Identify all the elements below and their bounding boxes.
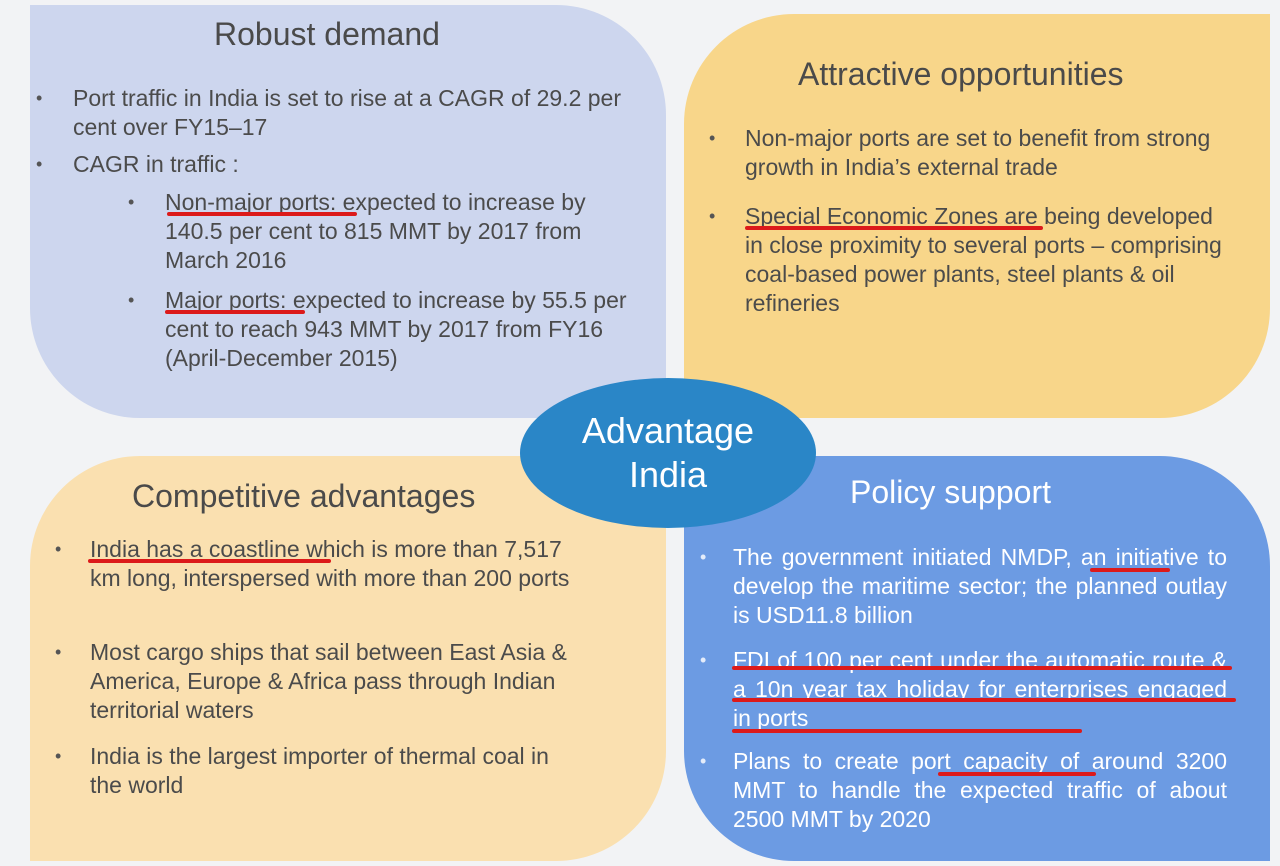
bullet-icon: • [709,128,716,148]
center-label-line-1: Advantage [581,410,755,451]
attract-item-2-lead: Special Economic Zones [745,203,999,229]
compet-item-1: India has a coastline which is more than… [90,535,575,593]
robust-item-1: Port traffic in India is set to rise at … [73,85,621,140]
bullet-icon: • [709,206,716,226]
attract-item-1-rest: Non-major ports are set to benefit from … [745,125,1211,180]
attract-item-2: Special Economic Zones are being develop… [745,202,1225,318]
policy-support-title: Policy support [850,474,1051,510]
attractive-opportunities-panel [684,14,1270,418]
bullet-icon: • [36,154,43,174]
bullet-icon: • [700,650,707,670]
robust-subitem-2: Major ports: expected to increase by 55.… [165,286,645,373]
red-underline-annotation [167,212,357,216]
center-label-line-2: India [628,454,708,495]
compet-item-2-rest: Most cargo ships that sail between East … [90,639,567,723]
bullet-icon: • [700,547,707,567]
attract-item-1: Non-major ports are set to benefit from … [745,124,1225,182]
red-underline-annotation [732,698,1236,702]
robust-subitem-2-lead: Major ports [165,287,281,313]
compet-item-3-rest: India is the largest importer of thermal… [90,743,549,798]
robust-subitem-1-lead: Non-major ports [165,189,330,215]
bullet-icon: • [55,642,62,662]
bullet-icon: • [36,88,43,108]
attractive-opportunities-title: Attractive opportunities [798,56,1124,92]
bullet-icon: • [128,192,135,212]
robust-subitem-2-rest: : expected to increase by 55.5 per cent … [165,287,627,371]
bullet-icon: • [128,290,135,310]
robust-demand-title: Robust demand [214,16,440,52]
advantage-india-center-oval: Advantage India [520,378,816,528]
robust-subitem-1-rest: : expected to increase by 140.5 per cent… [165,189,586,273]
robust-subitem-1: Non-major ports: expected to increase by… [165,188,645,275]
red-underline-annotation [938,772,1096,776]
red-underline-annotation [1090,568,1170,572]
bullet-icon: • [55,539,62,559]
compet-item-1-rest: which is more than 7,517 km long, inters… [90,536,570,591]
policy-item-3: Plans to create port capacity of around … [733,748,1227,832]
policy-item-2: FDI of 100 per cent under the automatic … [733,647,1227,731]
attract-item-2-rest: are being developed in close proximity t… [745,203,1222,316]
robust-demand-panel [30,5,666,418]
competitive-advantages-panel [30,456,666,861]
policy-item-1: The government initiated NMDP, an initia… [733,544,1227,628]
robust-item-2: CAGR in traffic : [73,151,239,177]
bullet-icon: • [700,751,707,771]
red-underline-annotation [732,666,1232,670]
competitive-advantages-title: Competitive advantages [132,478,476,514]
red-underline-annotation [732,729,1082,733]
compet-item-2: Most cargo ships that sail between East … [90,638,575,725]
compet-item-1-lead: India has a coastline [90,536,300,562]
red-underline-annotation [165,310,305,314]
red-underline-annotation [745,226,1043,230]
bullet-icon: • [55,746,62,766]
red-underline-annotation [88,559,331,563]
compet-item-3: India is the largest importer of thermal… [90,742,575,800]
policy-support-panel [684,456,1270,861]
